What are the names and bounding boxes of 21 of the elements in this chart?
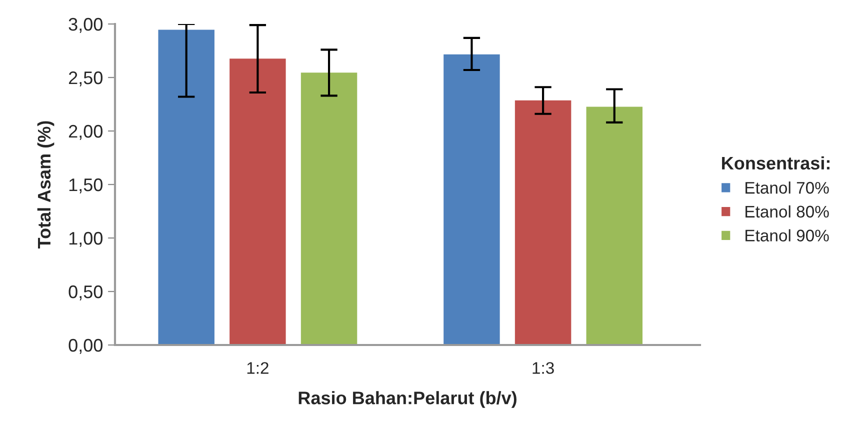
legend-label: Etanol 80%	[746, 205, 829, 218]
y-axis-title: Total Asam (%)	[37, 121, 54, 248]
legend-title: Konsentrasi:	[722, 156, 830, 170]
bar	[442, 54, 501, 345]
y-tick-label: 3,00	[68, 18, 102, 33]
bar	[514, 100, 572, 345]
legend-label: Etanol 70%	[746, 181, 829, 194]
y-tick-label: 0,50	[68, 285, 102, 300]
bar	[300, 72, 358, 345]
x-tick-label: 1:3	[532, 362, 554, 374]
bar	[228, 58, 287, 345]
y-tick-label: 1,50	[69, 178, 102, 194]
legend-label: Etanol 90%	[746, 229, 829, 242]
y-tick-label: 2,00	[68, 124, 102, 140]
y-tick-label: 2,50	[68, 71, 102, 86]
bar	[157, 28, 216, 345]
y-tick-label: 0,00	[68, 338, 102, 354]
x-tick-label: 1:2	[247, 362, 268, 374]
bar	[585, 106, 644, 345]
x-axis-title: Rasio Bahan:Pelarut (b/v)	[298, 391, 516, 408]
y-tick-label: 1,00	[69, 232, 102, 247]
